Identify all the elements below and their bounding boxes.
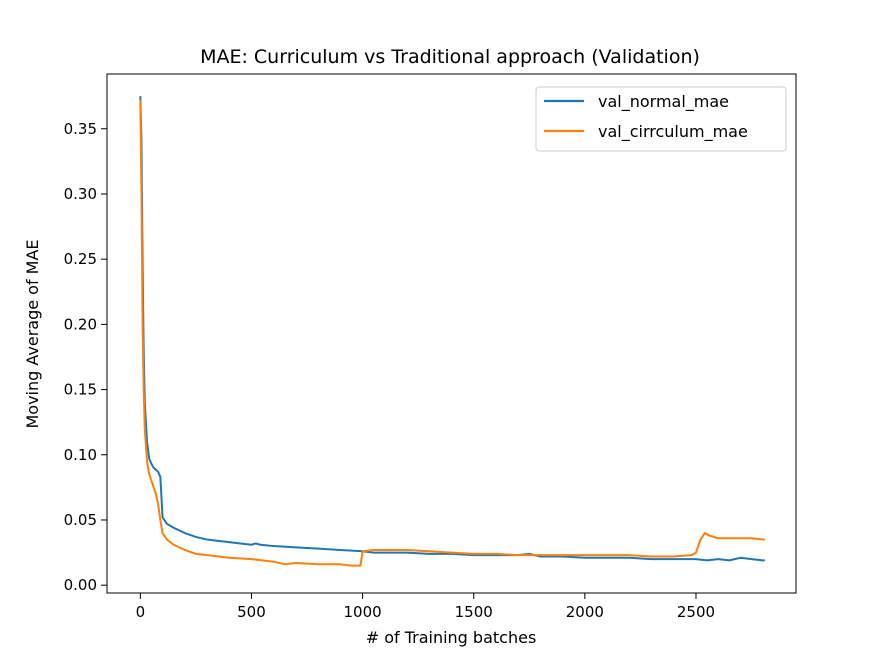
y-tick-label: 0.30 [64,185,97,203]
series-line-normal [139,96,765,562]
legend: val_normal_mae val_cirrculum_mae [535,86,787,152]
y-axis-label: Moving Average of MAE [23,239,42,428]
y-axis-ticks: 0.00 0.05 0.10 0.15 0.20 0.25 0.30 0.35 [64,120,107,594]
series-line-curriculum [139,100,765,567]
y-tick-label: 0.10 [64,446,97,464]
x-axis-ticks: 0 500 1000 1500 2000 2500 [136,593,715,621]
y-tick-label: 0.15 [64,381,97,399]
y-tick-label: 0.20 [64,315,97,333]
legend-label-curriculum: val_cirrculum_mae [598,122,748,142]
legend-box [535,86,787,152]
y-tick-label: 0.05 [64,511,97,529]
chart-title: MAE: Curriculum vs Traditional approach … [200,46,700,68]
y-tick-label: 0.35 [64,120,97,138]
x-tick-label: 2000 [566,603,604,621]
y-tick-label: 0.25 [64,250,97,268]
plot-area-frame [106,73,797,594]
x-tick-label: 1000 [344,603,382,621]
x-axis-label: # of Training batches [366,628,537,647]
x-tick-label: 500 [237,603,266,621]
series-group [139,96,765,567]
x-tick-label: 0 [136,603,146,621]
y-tick-label: 0.00 [64,576,97,594]
x-tick-label: 2500 [677,603,715,621]
x-tick-label: 1500 [455,603,493,621]
legend-label-normal: val_normal_mae [598,92,729,112]
